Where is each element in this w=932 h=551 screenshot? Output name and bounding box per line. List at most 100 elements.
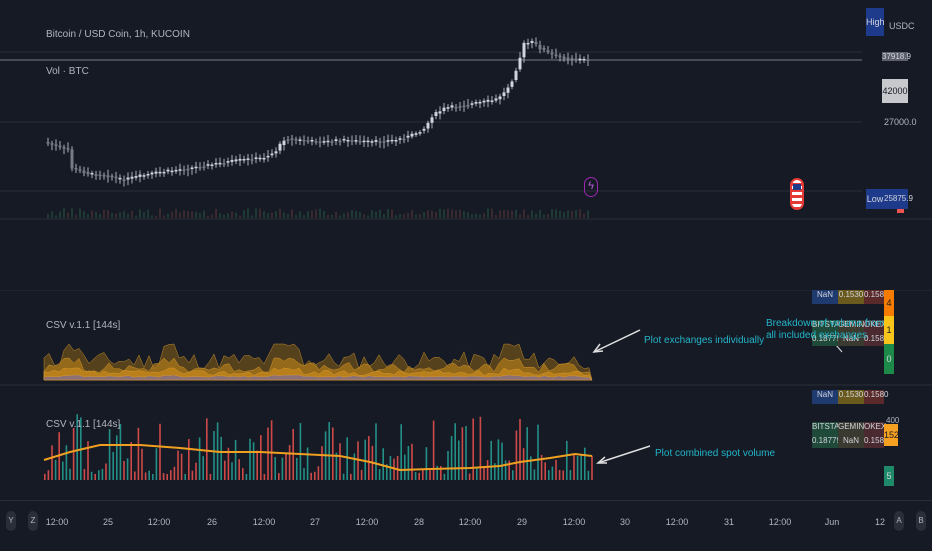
volume-bar xyxy=(527,215,529,218)
time-tick: 29 xyxy=(516,517,528,527)
candle-body xyxy=(262,157,266,160)
combined-volume-chart[interactable] xyxy=(0,390,932,486)
combined-volume-bar xyxy=(537,424,539,480)
combined-volume-bar xyxy=(378,469,381,480)
combined-volume-bar xyxy=(152,473,154,480)
volume-bar xyxy=(227,213,229,218)
lightning-icon[interactable]: ϟ xyxy=(584,177,598,197)
b-scale-button[interactable]: B xyxy=(916,511,926,531)
volume-bar xyxy=(519,214,521,218)
time-tick: 12:00 xyxy=(562,517,586,527)
combined-volume-bar xyxy=(51,445,53,480)
volume-bar xyxy=(115,213,117,218)
candle-body xyxy=(350,140,354,142)
volume-bar xyxy=(263,211,265,218)
volume-bar xyxy=(335,211,337,218)
volume-bar xyxy=(375,211,377,218)
a-scale-button[interactable]: A xyxy=(894,511,904,531)
volume-bar xyxy=(539,209,541,218)
combined-volume-bar xyxy=(314,471,316,480)
table-top-cell: 0.1530 xyxy=(838,390,864,404)
volume-bar xyxy=(71,208,73,218)
combined-volume-bar xyxy=(252,442,255,480)
combined-volume-bar xyxy=(490,440,492,480)
table-header-cell: BITSTAMP xyxy=(812,320,851,334)
combined-volume-bar xyxy=(123,460,125,480)
table-value-cell: NaN xyxy=(838,334,864,346)
candle-body xyxy=(50,143,54,145)
combined-volume-bar xyxy=(112,451,114,480)
candle-body xyxy=(302,140,306,142)
candle-body xyxy=(242,158,246,161)
volume-bar xyxy=(327,214,329,218)
volume-bar xyxy=(403,214,405,218)
combined-volume-bar xyxy=(544,462,546,480)
volume-bar xyxy=(59,211,61,218)
candle-body xyxy=(486,99,490,102)
candle-body xyxy=(330,141,334,143)
candle-body xyxy=(118,177,122,180)
table-header-cell: GEMINI xyxy=(838,320,866,334)
volume-bar xyxy=(371,210,373,218)
combined-volume-bar xyxy=(306,447,309,480)
combined-volume-bar xyxy=(72,427,75,480)
combined-volume-bar xyxy=(310,472,312,480)
combined-volume-bar xyxy=(418,472,420,480)
volume-bar xyxy=(383,214,385,218)
breakdown-annotation: Breakdown of volume from all included ex… xyxy=(766,318,885,342)
combined-volume-bar xyxy=(512,470,514,480)
combined-volume-pane[interactable]: CSV v.1.1 [144s] Plot combined spot volu… xyxy=(0,390,932,486)
volume-bar xyxy=(379,209,381,218)
combined-volume-bar xyxy=(285,453,287,480)
candle-body xyxy=(358,140,362,143)
price-chart[interactable] xyxy=(0,0,932,220)
volume-bar xyxy=(343,213,345,218)
volume-bar xyxy=(311,210,313,218)
pane2-side-scale: 400 xyxy=(886,416,900,425)
time-axis[interactable]: Y Z A B xyxy=(0,500,932,551)
table-value-cell: 0.15811 xyxy=(864,436,892,448)
combined-volume-bar xyxy=(573,454,575,480)
volume-bar xyxy=(255,208,257,218)
combined-volume-bar xyxy=(87,441,89,480)
price-pane[interactable]: Bitcoin / USD Coin, 1h, KUCOIN Vol · BTC… xyxy=(0,0,932,220)
volume-bar xyxy=(547,214,549,218)
volume-bar xyxy=(363,214,365,218)
combined-volume-bar xyxy=(580,454,582,480)
volume-bar xyxy=(303,215,305,218)
candle-body xyxy=(362,140,366,143)
candle-body xyxy=(334,139,338,142)
volume-average-line xyxy=(43,444,593,472)
combined-volume-bar xyxy=(260,435,262,480)
exchange-volume-pane[interactable]: CSV v.1.1 [144s] Plot exchanges individu… xyxy=(0,290,932,386)
combined-volume-bar xyxy=(274,457,276,480)
candle-body xyxy=(406,135,410,138)
combined-volume-bar xyxy=(249,438,251,480)
combined-volume-bar xyxy=(202,456,204,480)
volume-bar xyxy=(147,209,149,218)
combined-volume-bar xyxy=(162,473,165,480)
us-flag-icon[interactable] xyxy=(790,178,804,210)
z-scale-button[interactable]: Z xyxy=(28,511,38,531)
candle-body xyxy=(146,173,150,176)
volume-bar xyxy=(583,213,585,218)
volume-bar xyxy=(67,212,69,218)
combined-volume-bar xyxy=(116,435,118,480)
combined-volume-bar xyxy=(335,452,338,480)
volume-bar xyxy=(87,214,89,218)
volume-bar xyxy=(47,214,49,218)
y-scale-button[interactable]: Y xyxy=(6,511,16,531)
exchange-volume-chart[interactable] xyxy=(0,290,932,386)
candle-body xyxy=(566,57,570,60)
combined-volume-bar xyxy=(256,450,258,480)
volume-bar xyxy=(347,212,349,218)
candle-body xyxy=(82,170,86,174)
candle-body xyxy=(158,171,162,174)
time-tick: 12:00 xyxy=(665,517,689,527)
volume-bar xyxy=(203,210,205,218)
candle-body xyxy=(582,58,586,61)
combined-volume-bar xyxy=(450,436,453,480)
volume-bar xyxy=(331,215,333,218)
combined-volume-bar xyxy=(267,427,269,480)
combined-volume-bar xyxy=(436,465,438,480)
